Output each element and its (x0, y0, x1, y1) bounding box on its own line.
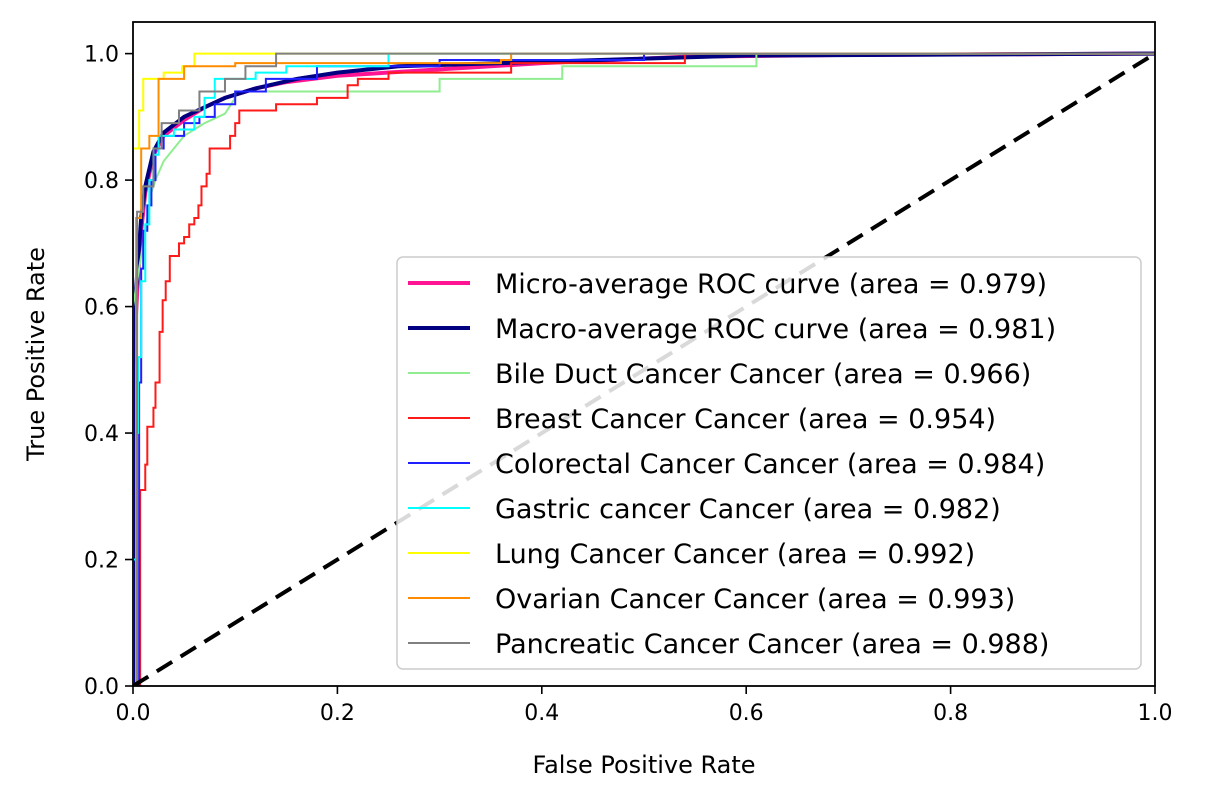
legend-box (396, 256, 1142, 670)
y-tick-label: 0.6 (84, 296, 119, 321)
y-tick-label: 0.0 (84, 675, 119, 700)
y-axis-label: True Positive Rate (22, 247, 50, 462)
x-axis-label: False Positive Rate (532, 751, 755, 779)
y-axis-ticks: 0.0 0.2 0.4 0.6 0.8 1.0 (84, 43, 133, 700)
legend-label: Bile Duct Cancer Cancer (area = 0.966) (495, 359, 1031, 390)
legend-label: Macro-average ROC curve (area = 0.981) (495, 314, 1056, 345)
legend-label: Lung Cancer Cancer (area = 0.992) (495, 539, 975, 570)
series-line-8 (133, 52, 1155, 686)
x-tick-label: 0.4 (524, 701, 559, 726)
y-tick-label: 0.4 (84, 422, 119, 447)
x-tick-label: 1.0 (1138, 701, 1173, 726)
plot-frame (132, 21, 1156, 687)
legend-label: Ovarian Cancer Cancer (area = 0.993) (495, 584, 1015, 615)
legend-label: Pancreatic Cancer Cancer (area = 0.988) (495, 629, 1049, 660)
y-tick-label: 0.2 (84, 549, 119, 574)
x-tick-label: 0.8 (933, 701, 968, 726)
x-tick-label: 0.6 (729, 701, 764, 726)
y-tick-label: 0.8 (84, 169, 119, 194)
legend-label: Breast Cancer Cancer (area = 0.954) (495, 404, 996, 435)
plot-area (133, 51, 1155, 686)
legend-label: Gastric cancer Cancer (area = 0.982) (495, 494, 1001, 525)
x-tick-label: 0.0 (116, 701, 151, 726)
legend: Micro-average ROC curve (area = 0.979) Ma… (396, 256, 1142, 670)
x-axis-ticks: 0.0 0.2 0.4 0.6 0.8 1.0 (116, 686, 1173, 726)
legend-label: Micro-average ROC curve (area = 0.979) (495, 269, 1047, 300)
series-line-7 (133, 52, 1155, 686)
legend-label: Colorectal Cancer Cancer (area = 0.984) (495, 449, 1045, 480)
series-line-3 (133, 52, 1155, 686)
x-tick-label: 0.2 (320, 701, 355, 726)
y-tick-label: 1.0 (84, 43, 119, 68)
